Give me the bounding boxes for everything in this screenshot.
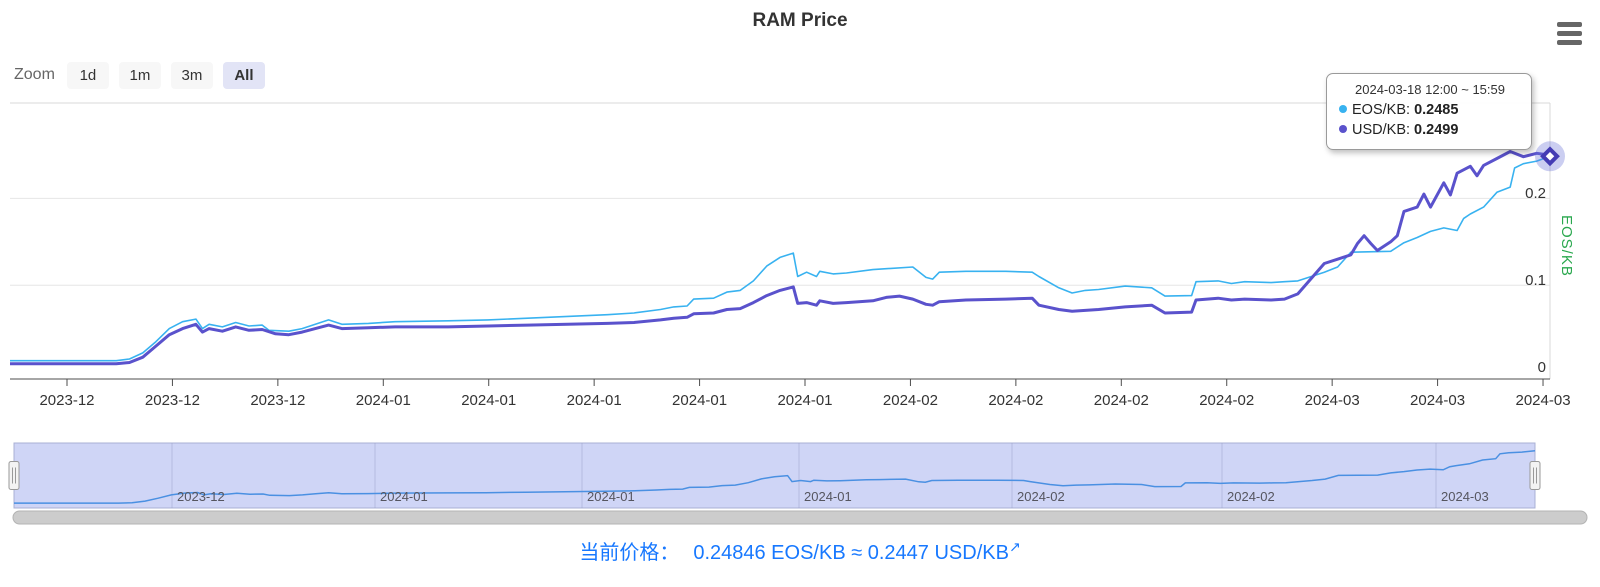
x-axis-tick-label: 2023-12 xyxy=(250,392,306,409)
usd-series-dot-icon xyxy=(1339,125,1347,133)
navigator-left-handle[interactable] xyxy=(8,461,20,490)
y-gridlines xyxy=(10,197,1550,286)
price-chart-canvas[interactable] xyxy=(0,0,1600,530)
current-price-value: 0.24846 EOS/KB ≈ 0.2447 USD/KB xyxy=(693,542,1009,564)
tooltip-usd-value: 0.2499 xyxy=(1414,122,1459,138)
hamburger-bar xyxy=(1557,40,1582,45)
navigator-scrollbar[interactable] xyxy=(12,510,1588,525)
x-axis-tick-label: 2024-01 xyxy=(672,392,728,409)
y-axis-tick-label: 0.1 xyxy=(1525,272,1546,290)
x-axis-tick-label: 2024-01 xyxy=(566,392,622,409)
page-title: RAM Price xyxy=(752,10,848,31)
navigator-date-label: 2024-02 xyxy=(1017,489,1065,504)
zoom-button-all[interactable]: All xyxy=(222,61,265,89)
tooltip-eos-value: 0.2485 xyxy=(1414,102,1459,118)
x-axis-tick-label: 2024-02 xyxy=(1199,392,1255,409)
navigator-date-label: 2024-02 xyxy=(1227,489,1275,504)
tooltip-row-eos: EOS/KB: 0.2485 xyxy=(1339,100,1521,120)
eos-series-line[interactable] xyxy=(10,155,1551,362)
x-axis-ticks xyxy=(66,379,1544,386)
zoom-label: Zoom xyxy=(14,66,55,83)
navigator-date-label: 2024-03 xyxy=(1441,489,1489,504)
hamburger-bar xyxy=(1557,22,1582,27)
x-axis-tick-label: 2024-03 xyxy=(1515,392,1571,409)
tooltip-date-range: 2024-03-18 12:00 ~ 15:59 xyxy=(1355,82,1505,97)
x-axis-tick-label: 2024-02 xyxy=(988,392,1044,409)
current-price-label: 当前价格： xyxy=(579,542,680,564)
navigator-date-label: 2023-12 xyxy=(177,489,225,504)
tooltip-row-usd: USD/KB: 0.2499 xyxy=(1339,120,1521,140)
x-axis-tick-label: 2023-12 xyxy=(39,392,95,409)
navigator[interactable] xyxy=(8,442,1541,509)
zoom-controls: Zoom 1d 1m 3m All xyxy=(14,61,265,89)
external-link-arrow-icon: ↗ xyxy=(1008,538,1021,555)
current-price-link[interactable]: 当前价格： 0.24846 EOS/KB ≈ 0.2447 USD/KB↗ xyxy=(0,536,1600,565)
x-axis-tick-label: 2024-01 xyxy=(777,392,833,409)
chart-tooltip: 2024-03-18 12:00 ~ 15:59 EOS/KB: 0.2485 … xyxy=(1326,73,1532,150)
hamburger-bar xyxy=(1557,31,1582,36)
zoom-button-1m[interactable]: 1m xyxy=(118,61,161,89)
y-axis-tick-label: 0.2 xyxy=(1525,185,1546,203)
current-point-marker xyxy=(1535,141,1565,172)
tooltip-usd-label: USD/KB: xyxy=(1352,122,1411,138)
x-axis-tick-label: 2023-12 xyxy=(144,392,200,409)
x-axis-tick-label: 2024-01 xyxy=(355,392,411,409)
navigator-date-label: 2024-01 xyxy=(804,489,852,504)
x-axis-tick-label: 2024-03 xyxy=(1410,392,1466,409)
y-axis-title: EOS/KB xyxy=(1558,215,1575,277)
tooltip-eos-label: EOS/KB: xyxy=(1352,102,1411,118)
x-axis-tick-label: 2024-01 xyxy=(461,392,517,409)
usd-series-line[interactable] xyxy=(10,150,1551,366)
navigator-date-label: 2024-01 xyxy=(587,489,635,504)
zoom-button-3m[interactable]: 3m xyxy=(170,61,213,89)
navigator-right-handle[interactable] xyxy=(1529,461,1541,490)
navigator-date-label: 2024-01 xyxy=(380,489,428,504)
x-axis-tick-label: 2024-02 xyxy=(882,392,938,409)
x-axis-tick-label: 2024-02 xyxy=(1093,392,1149,409)
x-axis-tick-label: 2024-03 xyxy=(1304,392,1360,409)
navigator-series-line xyxy=(14,450,1536,504)
zoom-button-1d[interactable]: 1d xyxy=(66,61,109,89)
eos-series-dot-icon xyxy=(1339,105,1347,113)
y-axis-tick-label: 0 xyxy=(1537,359,1546,376)
chart-context-menu-icon[interactable] xyxy=(1557,22,1583,48)
